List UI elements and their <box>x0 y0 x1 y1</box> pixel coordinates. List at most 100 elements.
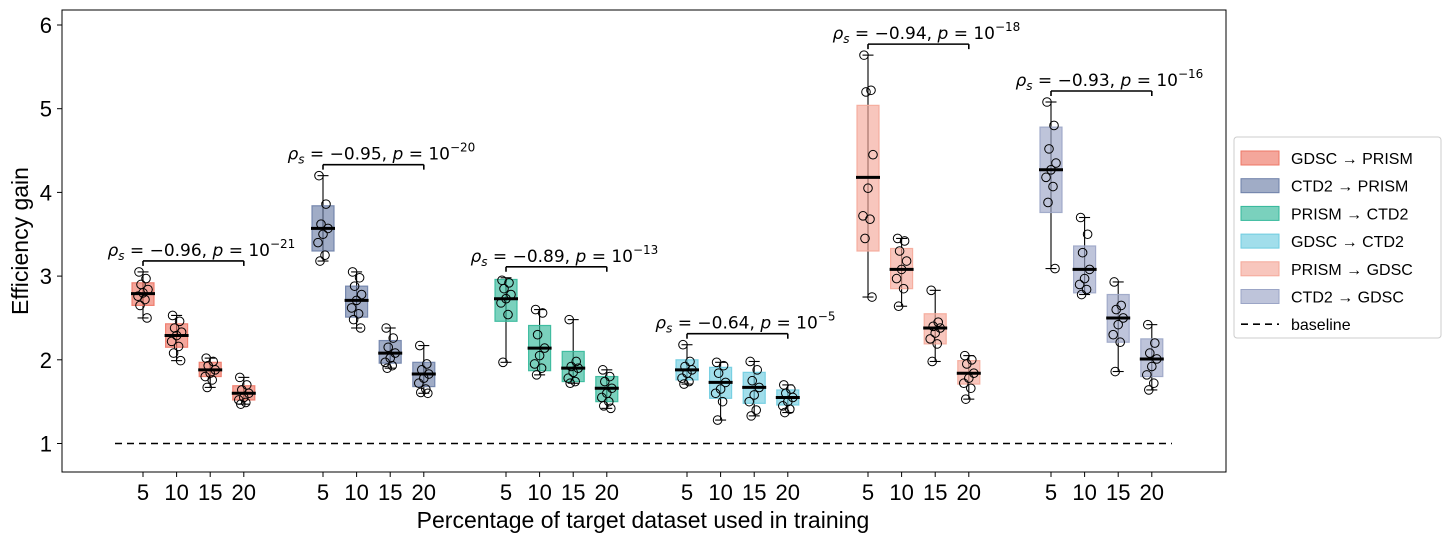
data-point <box>355 323 366 333</box>
data-point <box>1108 329 1118 340</box>
data-point <box>751 405 762 415</box>
data-point <box>894 246 905 256</box>
data-point <box>1051 158 1061 168</box>
data-point <box>607 383 617 394</box>
data-point <box>966 383 976 394</box>
data-point <box>565 378 576 389</box>
data-point <box>346 303 357 313</box>
data-point <box>382 363 393 373</box>
correlation-label: ρs = −0.93, p = 10−16 <box>1015 67 1203 93</box>
x-tick-label: 5 <box>500 480 512 505</box>
data-point <box>898 283 909 294</box>
data-point <box>1081 284 1092 295</box>
data-point <box>205 368 215 378</box>
legend-item: CTD2 → PRISM <box>1240 178 1408 196</box>
x-tick-label: 15 <box>561 480 585 505</box>
data-point <box>859 50 869 60</box>
data-point <box>321 199 331 209</box>
legend-label: GDSC → CTD2 <box>1291 234 1404 251</box>
y-tick-label: 5 <box>40 97 52 122</box>
data-point <box>236 399 246 409</box>
x-tick-label: 5 <box>681 480 693 505</box>
x-tick-label: 20 <box>957 480 981 505</box>
data-point <box>142 313 152 323</box>
data-point <box>529 359 540 369</box>
data-point <box>313 237 323 248</box>
legend-label: GDSC → PRISM <box>1291 151 1413 168</box>
data-point <box>235 372 245 383</box>
data-point <box>969 368 979 378</box>
data-point <box>1049 120 1059 131</box>
data-point <box>537 308 548 318</box>
data-point <box>383 342 394 353</box>
correlation-label: ρs = −0.89, p = 10−13 <box>470 243 658 269</box>
data-point <box>718 360 729 371</box>
data-point <box>175 355 186 366</box>
data-point <box>605 371 615 382</box>
box-group <box>311 170 436 399</box>
data-point <box>867 292 877 302</box>
data-point <box>532 329 543 340</box>
y-tick-label: 1 <box>40 432 52 457</box>
data-point <box>168 348 179 358</box>
data-point <box>1152 354 1162 364</box>
data-point <box>536 363 547 373</box>
data-point <box>388 333 399 343</box>
data-point <box>684 376 694 387</box>
data-point <box>499 283 509 294</box>
data-point <box>928 321 939 332</box>
correlation-annotation: ρs = −0.96, p = 10−21 <box>107 237 295 266</box>
data-point <box>1046 165 1056 175</box>
x-tick-label: 15 <box>378 480 402 505</box>
data-point <box>504 277 514 288</box>
data-point <box>570 376 581 387</box>
data-point <box>717 396 728 407</box>
data-point <box>678 339 688 350</box>
data-point <box>713 368 724 378</box>
annotation-layer: ρs = −0.96, p = 10−21 ρs = −0.95, p = 10−… <box>107 20 1203 339</box>
data-point <box>679 379 689 389</box>
data-point <box>315 256 325 266</box>
data-point <box>747 375 758 386</box>
data-point <box>1144 385 1154 395</box>
data-point <box>210 365 220 375</box>
data-point <box>961 394 971 404</box>
data-point <box>1043 197 1053 208</box>
data-point <box>892 233 903 244</box>
data-point <box>564 314 575 325</box>
data-point <box>353 308 364 319</box>
x-tick-label: 20 <box>595 480 619 505</box>
data-point <box>496 298 506 308</box>
legend-item: baseline <box>1241 317 1351 334</box>
box-group <box>494 275 619 414</box>
data-point <box>1147 361 1157 372</box>
data-point <box>414 378 424 389</box>
x-tick-label: 5 <box>1045 480 1057 505</box>
x-tick-label: 20 <box>412 480 436 505</box>
data-point <box>534 350 545 361</box>
box-series-layer <box>131 50 1164 425</box>
legend-label: CTD2 → GDSC <box>1291 290 1404 307</box>
data-point <box>710 388 721 399</box>
box-group <box>131 267 256 409</box>
data-point <box>143 284 153 295</box>
data-point <box>141 273 151 284</box>
data-point <box>1076 289 1087 300</box>
data-point <box>1050 263 1060 274</box>
x-tick-label: 20 <box>776 480 800 505</box>
legend-item: CTD2 → GDSC <box>1240 289 1404 307</box>
data-point <box>865 214 875 224</box>
correlation-annotation: ρs = −0.93, p = 10−16 <box>1015 67 1203 97</box>
data-point <box>930 328 941 338</box>
data-point <box>861 87 871 97</box>
x-tick-label: 5 <box>862 480 874 505</box>
data-point <box>348 314 359 325</box>
data-point <box>347 267 358 277</box>
data-point <box>498 357 508 368</box>
legend-label: baseline <box>1291 317 1351 334</box>
legend-swatch <box>1240 205 1280 221</box>
data-point <box>899 236 910 246</box>
data-point <box>349 281 360 291</box>
data-point <box>381 323 392 333</box>
data-point <box>1150 338 1160 348</box>
